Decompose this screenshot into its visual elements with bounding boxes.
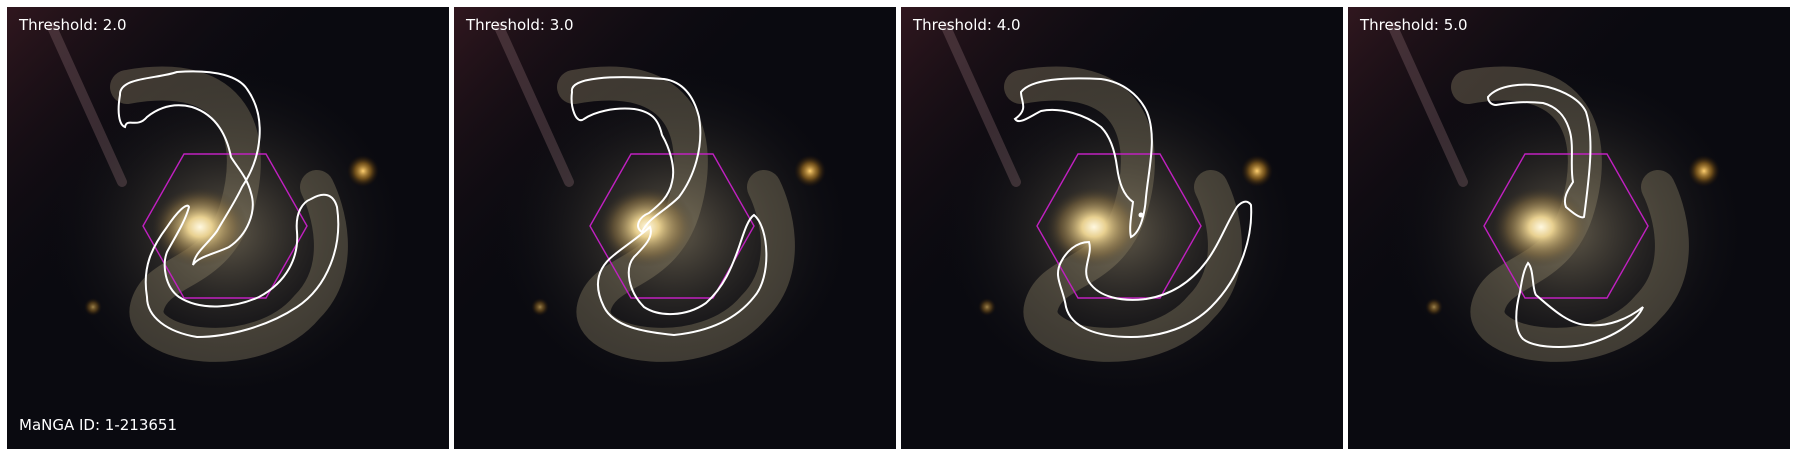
contour-arm-lower	[597, 213, 768, 337]
galaxy-image	[901, 7, 1343, 449]
background-source	[978, 298, 996, 316]
contour-island	[1138, 212, 1144, 218]
contour-arm-lower	[1056, 200, 1253, 339]
galaxy-image	[7, 7, 449, 449]
background-source	[531, 298, 549, 316]
spiral-arm	[557, 66, 795, 362]
light-streak	[941, 22, 1021, 187]
contour-arm-lower	[1515, 261, 1644, 348]
foreground-star	[1241, 155, 1273, 187]
galaxy-image	[1348, 7, 1790, 449]
ifu-hexagon	[589, 153, 755, 299]
manga-id-label: MaNGA ID: 1-213651	[19, 416, 178, 434]
background-source	[1425, 298, 1443, 316]
foreground-star	[1688, 155, 1720, 187]
panel-threshold-5: Threshold: 5.0	[1348, 7, 1790, 449]
spiral-arm	[1004, 66, 1242, 362]
contour-arm-lower	[144, 193, 340, 339]
threshold-label: Threshold: 4.0	[913, 16, 1021, 34]
contour-arm-upper	[1013, 77, 1153, 239]
contour-arm-upper	[117, 70, 261, 266]
threshold-label: Threshold: 5.0	[1360, 16, 1468, 34]
galaxy-core	[1046, 187, 1142, 267]
panel-threshold-4: Threshold: 4.0	[901, 7, 1343, 449]
panel-threshold-2: Threshold: 2.0 MaNGA ID: 1-213651	[7, 7, 449, 449]
ifu-hexagon	[1036, 153, 1202, 299]
light-streak	[1388, 22, 1468, 187]
foreground-star	[794, 155, 826, 187]
galaxy-image	[454, 7, 896, 449]
ifu-hexagon	[1483, 153, 1649, 299]
galaxy-core	[152, 187, 248, 267]
contour-arm-upper	[570, 76, 702, 234]
threshold-label: Threshold: 3.0	[466, 16, 574, 34]
background-source	[84, 298, 102, 316]
foreground-star	[347, 155, 379, 187]
galaxy-core	[1493, 187, 1589, 267]
light-streak	[47, 22, 127, 187]
ifu-hexagon	[142, 153, 308, 299]
spiral-arm	[1451, 66, 1689, 362]
light-streak	[494, 22, 574, 187]
contour-arm-upper	[1486, 83, 1592, 219]
panel-threshold-3: Threshold: 3.0	[454, 7, 896, 449]
threshold-label: Threshold: 2.0	[19, 16, 127, 34]
